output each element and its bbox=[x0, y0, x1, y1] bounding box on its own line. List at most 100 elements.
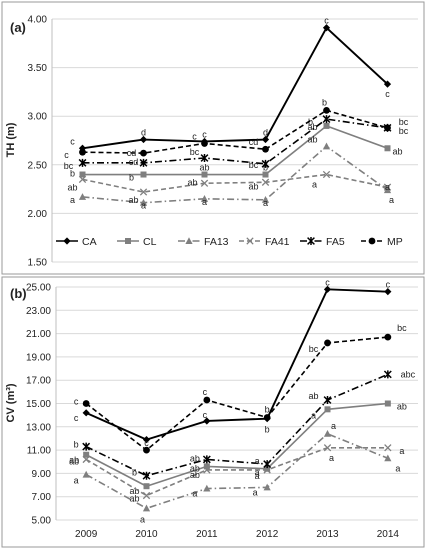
legend-swatch-marker bbox=[125, 238, 131, 244]
legend-label: MP bbox=[387, 236, 403, 248]
data-label: a bbox=[141, 201, 146, 211]
series-fa13-point bbox=[263, 483, 271, 491]
data-label: cd bbox=[129, 157, 139, 167]
y-tick-label: 2.00 bbox=[28, 209, 48, 220]
series-fa41-point bbox=[261, 178, 270, 186]
series-ca-point bbox=[383, 80, 392, 88]
legend-item-ca: CA bbox=[56, 236, 97, 248]
data-label: ab bbox=[190, 470, 200, 480]
panel-b-ylabel: CV (m³) bbox=[5, 383, 17, 422]
y-tick-label: 11.00 bbox=[27, 446, 52, 457]
series-ca-point bbox=[322, 24, 331, 32]
data-label: c bbox=[386, 280, 391, 290]
data-label: ab bbox=[129, 494, 139, 504]
data-label: b bbox=[74, 440, 79, 450]
data-label: ab bbox=[128, 195, 138, 205]
y-tick-label: 3.50 bbox=[28, 63, 48, 74]
y-tick-label: 23.00 bbox=[26, 306, 51, 317]
series-fa13-point bbox=[78, 193, 87, 200]
series-mp-point bbox=[201, 140, 208, 147]
legend-label: CA bbox=[82, 236, 97, 248]
series-fa13-point bbox=[383, 186, 392, 194]
series-ca-point bbox=[203, 417, 211, 425]
series-mp-point bbox=[384, 333, 392, 341]
series-fa13-line bbox=[85, 432, 389, 510]
data-label: bc bbox=[64, 161, 74, 171]
panel-a-frame bbox=[1, 1, 425, 275]
data-label: a bbox=[74, 476, 79, 486]
data-label: ab bbox=[187, 177, 197, 187]
data-label: ab bbox=[129, 486, 139, 496]
series-fa5-point bbox=[263, 460, 272, 469]
series-mp-point bbox=[79, 148, 86, 156]
legend-item-fa5: FA5 bbox=[300, 236, 345, 248]
legend-swatch-marker bbox=[368, 237, 376, 245]
data-label: ab bbox=[69, 455, 79, 465]
data-label: c bbox=[203, 410, 208, 420]
series-cl-point bbox=[143, 483, 150, 490]
y-tick-label: 4.00 bbox=[28, 15, 48, 26]
data-label: a bbox=[255, 468, 260, 478]
data-label: a bbox=[395, 463, 400, 473]
series-fa13-point bbox=[323, 429, 332, 437]
panel-b-frame bbox=[1, 276, 425, 548]
legend-item-fa13: FA13 bbox=[178, 236, 229, 248]
series-fa41-line bbox=[85, 446, 388, 497]
data-label: a bbox=[202, 197, 207, 207]
series-fa5-line bbox=[85, 373, 389, 477]
series-fa5-point bbox=[202, 455, 211, 464]
series-ca-point bbox=[142, 436, 151, 444]
data-label: bc bbox=[309, 344, 319, 354]
data-label: ab bbox=[307, 122, 317, 132]
data-label: c bbox=[64, 150, 69, 160]
data-label: b bbox=[265, 404, 270, 414]
series-mp-point bbox=[324, 339, 331, 347]
series-cl-line bbox=[82, 125, 388, 176]
series-fa41-point bbox=[200, 179, 209, 187]
legend-item-fa41: FA41 bbox=[239, 236, 290, 248]
data-label: abc bbox=[401, 369, 416, 379]
series-mp-point bbox=[140, 149, 147, 157]
data-label: c bbox=[385, 89, 390, 99]
data-label: bc bbox=[399, 117, 409, 127]
series-ca-point bbox=[261, 135, 270, 144]
series-fa5-point bbox=[322, 115, 331, 124]
data-label: bc bbox=[399, 126, 409, 136]
series-fa5: b b ab a ab abc bbox=[74, 369, 416, 480]
y-tick-label: 7.00 bbox=[32, 492, 52, 503]
data-label: ab bbox=[67, 182, 77, 192]
data-label: bc bbox=[397, 323, 407, 333]
series-cl-point bbox=[262, 171, 269, 178]
legend-label: CL bbox=[143, 236, 157, 248]
data-label: d bbox=[141, 128, 146, 138]
legend-item-mp: MP bbox=[361, 236, 403, 248]
data-label: a bbox=[140, 514, 145, 524]
data-label: ab bbox=[190, 463, 200, 473]
y-tick-label: 19.00 bbox=[26, 352, 51, 363]
series-fa41-point bbox=[139, 188, 148, 196]
series-fa5-point bbox=[82, 442, 91, 451]
data-label: c bbox=[324, 16, 329, 26]
y-tick-label: 5.00 bbox=[32, 516, 52, 527]
x-tick-label: 2013 bbox=[316, 529, 339, 540]
series-cl-point bbox=[384, 400, 391, 407]
series-ca-point bbox=[82, 409, 90, 417]
data-label: a bbox=[253, 487, 258, 497]
data-label: cd bbox=[127, 148, 137, 158]
series-mp-line bbox=[85, 336, 388, 452]
series-mp-point bbox=[82, 400, 90, 407]
series-fa5-point bbox=[383, 370, 392, 379]
series-fa13-line bbox=[82, 145, 388, 204]
series-cl-line bbox=[85, 402, 388, 488]
y-tick-label: 3.00 bbox=[28, 112, 48, 123]
legend: CA CL FA13 FA41 FA5 MP bbox=[56, 236, 403, 248]
series-fa41-point bbox=[384, 444, 392, 452]
series-fa41-point bbox=[142, 491, 151, 500]
series-fa41-line bbox=[82, 173, 388, 193]
series-fa13-point bbox=[322, 142, 331, 150]
data-label: c bbox=[203, 387, 208, 397]
